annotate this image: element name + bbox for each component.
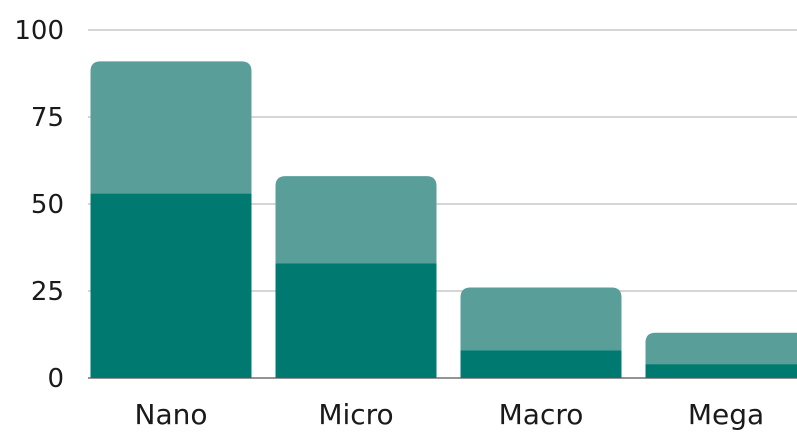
y-tick-label: 100 bbox=[14, 16, 64, 46]
y-tick-label: 25 bbox=[31, 277, 64, 307]
y-tick-label: 0 bbox=[47, 364, 64, 394]
y-axis-ticks: 0 25 50 75 100 bbox=[14, 16, 64, 394]
x-category-label: Mega bbox=[688, 398, 764, 431]
bar-nano-segment-2 bbox=[90, 61, 252, 194]
bar-nano-segment-1 bbox=[90, 193, 252, 378]
bar-micro-segment-2 bbox=[275, 176, 437, 264]
x-axis-categories: Nano Micro Macro Mega bbox=[135, 398, 765, 431]
y-tick-label: 75 bbox=[31, 103, 64, 133]
bar-mega-segment-2 bbox=[645, 332, 797, 365]
bar-macro-segment-1 bbox=[460, 350, 622, 378]
x-category-label: Nano bbox=[135, 398, 208, 431]
bar-micro-segment-1 bbox=[275, 263, 437, 378]
x-category-label: Micro bbox=[318, 398, 393, 431]
bar-macro-segment-2 bbox=[460, 287, 622, 351]
y-tick-label: 50 bbox=[31, 190, 64, 220]
x-category-label: Macro bbox=[499, 398, 584, 431]
bars bbox=[90, 61, 797, 378]
bar-mega-segment-1 bbox=[645, 364, 797, 378]
